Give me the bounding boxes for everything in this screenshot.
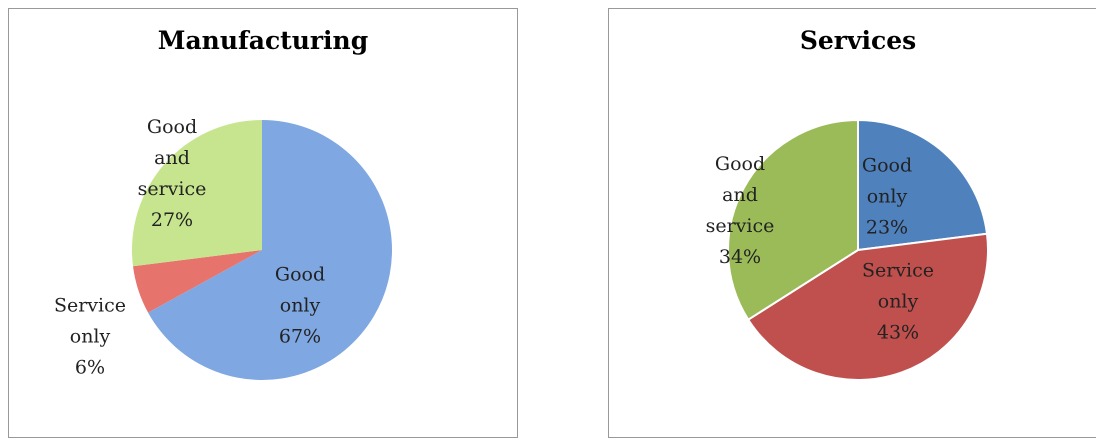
category-label: Good and service bbox=[137, 116, 207, 200]
value-label: 23% bbox=[865, 216, 909, 239]
category-label: Good only bbox=[274, 263, 326, 317]
category-label: Service only bbox=[53, 294, 127, 348]
page: Manufacturing Services Good only 67% Servi… bbox=[8, 8, 1096, 438]
slice-label: Good and service 34% bbox=[698, 149, 782, 273]
slice-label: Service only 6% bbox=[48, 291, 132, 384]
value-label: 6% bbox=[74, 356, 106, 379]
chart-title: Services bbox=[799, 26, 917, 55]
category-label: Good and service bbox=[705, 153, 775, 237]
pie-slice bbox=[727, 118, 859, 322]
pie-slice bbox=[131, 120, 262, 267]
value-label: 43% bbox=[876, 321, 920, 344]
pie-slice bbox=[746, 232, 989, 381]
category-label: Service only bbox=[861, 259, 935, 313]
pie-slice bbox=[133, 250, 262, 313]
slice-label: Good only 67% bbox=[258, 260, 342, 353]
value-label: 34% bbox=[718, 246, 762, 268]
value-label: 67% bbox=[278, 325, 322, 348]
slice-label: Good only 23% bbox=[845, 151, 929, 244]
slice-label: Good and service 27% bbox=[130, 112, 214, 236]
category-label: Good only bbox=[861, 154, 913, 208]
value-label: 27% bbox=[150, 209, 194, 231]
slice-label: Service only 43% bbox=[856, 256, 940, 349]
pie-slice bbox=[148, 120, 392, 380]
pies bbox=[131, 118, 989, 381]
chart-title: Manufacturing bbox=[157, 26, 369, 55]
pie-slice bbox=[857, 118, 989, 252]
